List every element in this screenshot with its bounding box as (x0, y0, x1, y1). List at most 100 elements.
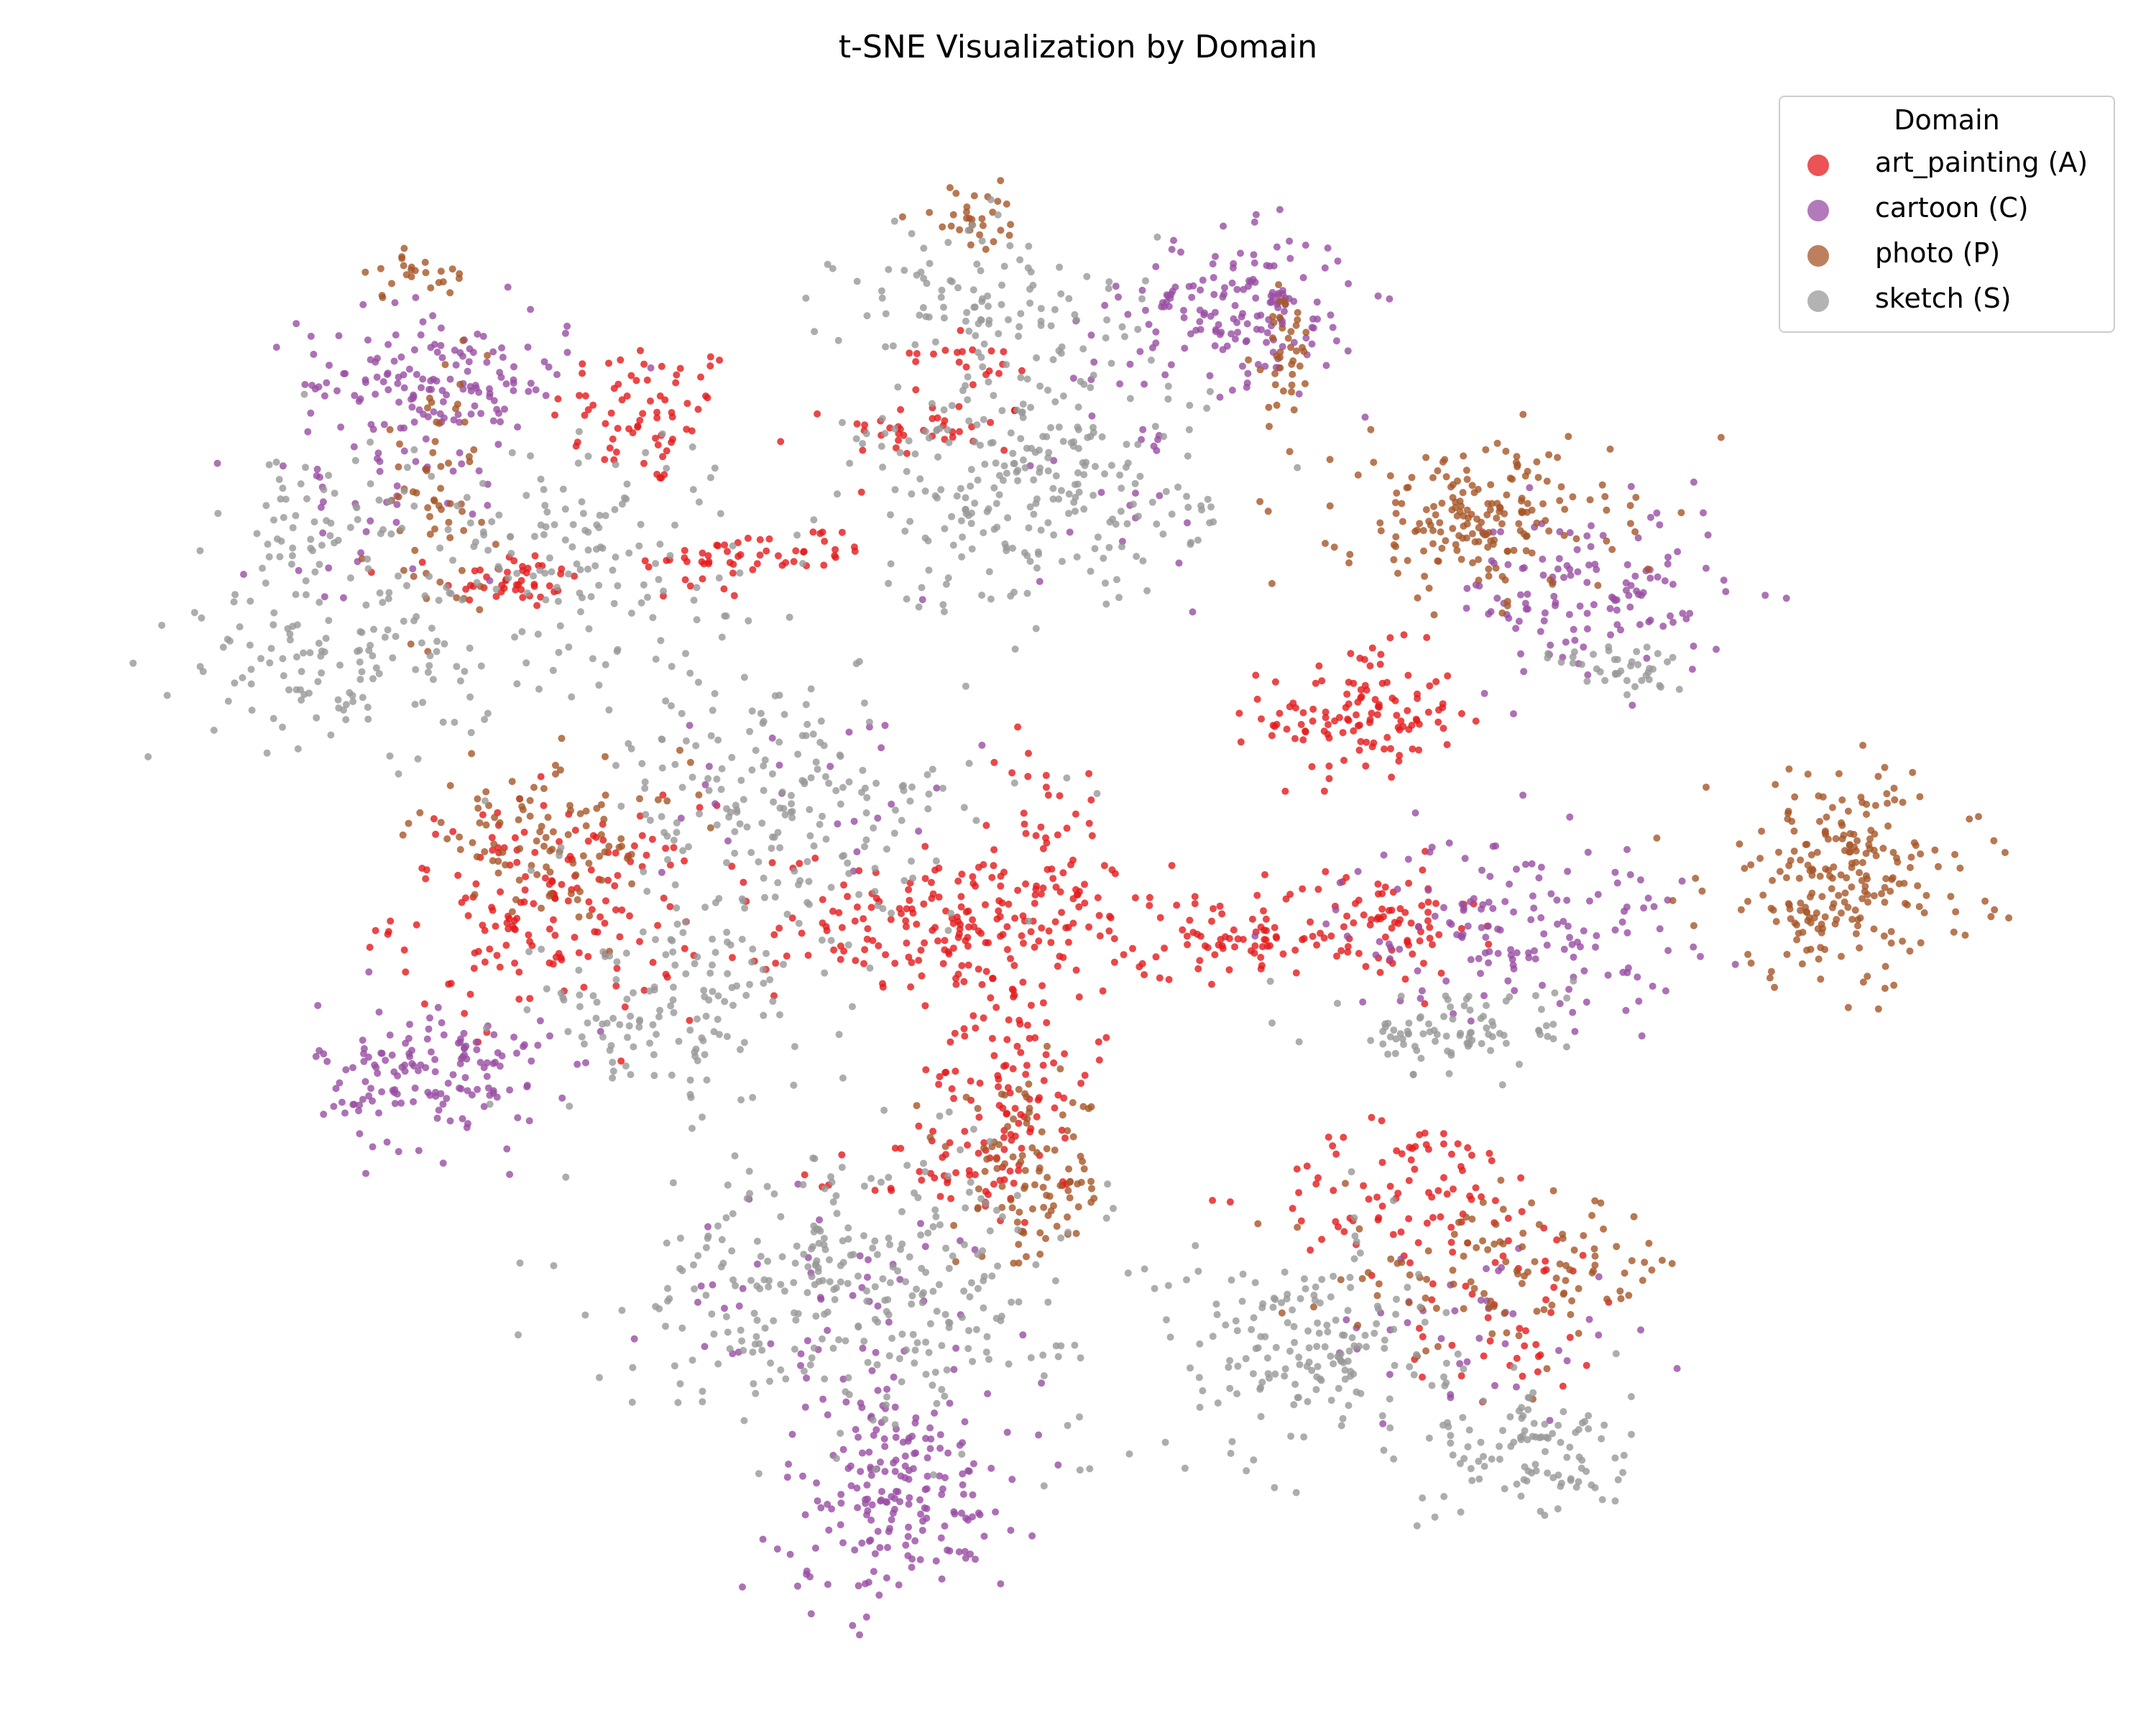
data-point (1414, 967, 1422, 975)
data-point (627, 1012, 635, 1020)
data-point (456, 449, 464, 456)
data-point (307, 409, 315, 417)
data-point (830, 946, 838, 954)
data-point (374, 1070, 382, 1077)
data-point (1344, 347, 1352, 355)
data-point (356, 1101, 364, 1109)
data-point (1276, 313, 1284, 321)
data-point (1147, 356, 1155, 364)
data-point (666, 552, 674, 559)
data-point (799, 1181, 807, 1189)
data-point (1017, 435, 1025, 443)
data-point (426, 1014, 433, 1022)
data-point (573, 438, 581, 446)
data-point (1419, 527, 1427, 535)
data-point (642, 448, 650, 456)
data-point (1112, 282, 1120, 290)
data-point (1003, 1110, 1010, 1118)
data-point (1042, 771, 1050, 779)
data-point (827, 937, 835, 944)
data-point (942, 1244, 950, 1252)
data-point (543, 863, 550, 871)
data-point (759, 1535, 767, 1543)
data-point (1289, 1306, 1296, 1314)
data-point (1045, 448, 1053, 456)
data-point (686, 582, 694, 590)
data-point (975, 1185, 982, 1193)
data-point (824, 1308, 831, 1316)
data-point (640, 986, 648, 994)
data-point (257, 655, 264, 663)
data-point (686, 1090, 694, 1098)
data-point (1591, 1197, 1599, 1205)
data-point (1258, 962, 1266, 970)
data-point (1374, 914, 1382, 921)
data-point (1376, 661, 1384, 668)
data-point (1275, 281, 1283, 289)
data-point (429, 312, 437, 320)
data-point (1350, 919, 1358, 926)
data-point (1767, 967, 1775, 975)
data-point (1250, 251, 1258, 259)
data-point (1261, 936, 1268, 944)
data-point (384, 341, 392, 349)
data-point (1717, 433, 1725, 441)
data-point (1284, 1319, 1291, 1327)
data-point (379, 526, 387, 533)
data-point (1859, 742, 1867, 749)
data-point (1367, 426, 1375, 433)
data-point (1526, 484, 1534, 492)
data-point (1828, 885, 1835, 893)
data-point (1502, 1039, 1510, 1047)
data-point (1549, 1187, 1557, 1195)
data-point (1115, 293, 1122, 301)
data-point (1269, 313, 1277, 321)
data-point (706, 474, 714, 482)
data-point (1389, 1197, 1397, 1205)
data-point (945, 1324, 953, 1331)
data-point (578, 1033, 586, 1041)
data-point (1646, 574, 1654, 582)
data-point (1007, 1131, 1015, 1138)
data-point (507, 533, 514, 540)
data-point (1634, 661, 1642, 668)
data-point (980, 1532, 988, 1540)
data-point (270, 714, 277, 722)
data-point (1107, 359, 1115, 367)
data-point (602, 661, 609, 668)
data-point (361, 379, 369, 387)
data-point (1463, 475, 1471, 483)
legend-label-photo: photo (P) (1875, 237, 2001, 269)
data-point (327, 519, 335, 527)
data-point (1335, 714, 1343, 722)
data-point (1197, 932, 1204, 940)
data-point (1279, 324, 1286, 332)
data-point (696, 804, 704, 811)
data-point (1542, 1257, 1549, 1265)
data-point (656, 474, 664, 482)
data-point (1570, 977, 1577, 985)
data-point (1884, 799, 1892, 807)
data-point (1916, 793, 1924, 801)
data-point (314, 678, 322, 686)
data-point (1563, 994, 1571, 1002)
data-point (395, 398, 403, 406)
data-point (1063, 774, 1071, 782)
data-point (1531, 1433, 1539, 1441)
data-point (1332, 906, 1340, 914)
data-point (1121, 333, 1128, 341)
data-point (1480, 689, 1488, 697)
data-point (810, 516, 818, 524)
data-point (942, 580, 950, 588)
data-point (873, 1251, 881, 1259)
data-point (1852, 847, 1860, 855)
data-point (739, 1583, 746, 1591)
data-point (1447, 1394, 1455, 1402)
data-point (1499, 1240, 1507, 1248)
data-point (1580, 967, 1588, 975)
data-point (1540, 1267, 1548, 1275)
data-point (978, 592, 986, 599)
data-point (738, 1337, 746, 1345)
data-point (958, 962, 966, 970)
data-point (1049, 484, 1057, 492)
